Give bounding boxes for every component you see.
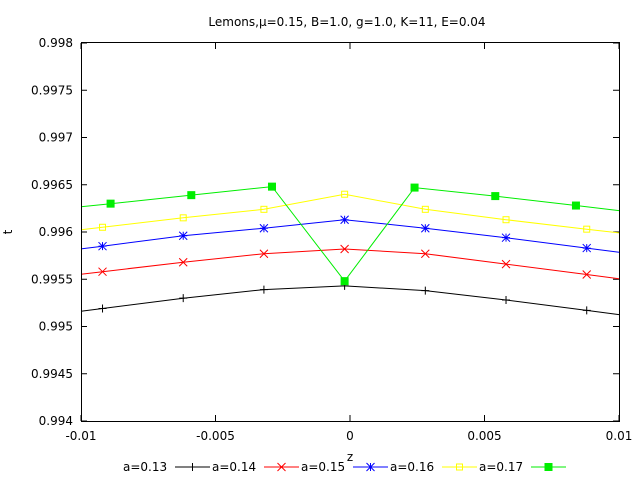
filled-square-marker (187, 191, 196, 200)
square-marker (421, 205, 429, 213)
series-markers (98, 182, 592, 315)
plus-marker (421, 286, 430, 295)
plus-marker (502, 296, 511, 305)
x-marker (582, 270, 592, 279)
filled-square-marker (544, 463, 553, 471)
x-marker (501, 259, 511, 269)
y-tick-label: 0.996 (39, 225, 73, 239)
y-tick-label: 0.9945 (31, 367, 73, 381)
x-tick-label: -0.005 (196, 429, 235, 443)
filled-square-marker (410, 183, 419, 192)
star-marker (178, 231, 188, 241)
plot-frame (81, 42, 620, 422)
legend-label: a=0.16 (390, 460, 434, 474)
star-marker (259, 223, 269, 233)
y-tick-label: 0.9975 (31, 83, 73, 97)
x-marker (340, 244, 349, 254)
x-marker (98, 267, 107, 277)
plus-marker (179, 294, 188, 303)
star-marker (366, 462, 375, 472)
square-marker (179, 214, 187, 222)
chart-title: Lemons,μ=0.15, B=1.0, g=1.0, K=11, E=0.0… (208, 15, 485, 29)
y-tick-label: 0.9955 (31, 272, 73, 286)
x-axis: -0.01 -0.005 0 0.005 0.01 (65, 43, 632, 443)
x-axis-label: z (347, 450, 353, 464)
series-line (80, 193, 620, 234)
filled-square-marker (340, 277, 349, 286)
x-tick-label: 0.01 (606, 429, 633, 443)
y-axis-label: t (1, 229, 15, 234)
star-marker (340, 215, 349, 225)
series-lines (80, 186, 620, 316)
filled-square-marker (571, 201, 580, 210)
legend-label: a=0.17 (479, 460, 523, 474)
y-tick-label: 0.995 (39, 320, 73, 334)
series-line (80, 285, 620, 316)
plus-marker (259, 285, 268, 294)
legend-label: a=0.14 (212, 460, 256, 474)
y-tick-label: 0.998 (39, 36, 73, 50)
plus-marker (188, 463, 197, 471)
legend-label: a=0.13 (123, 460, 167, 474)
filled-square-marker (491, 192, 500, 201)
legend: a=0.13 a=0.14 a=0.15 a=0.16 a=0.17 (123, 460, 566, 474)
y-tick-label: 0.997 (39, 131, 73, 145)
plus-marker (98, 304, 107, 313)
legend-label: a=0.15 (301, 460, 345, 474)
x-tick-label: -0.01 (65, 429, 96, 443)
square-marker (99, 223, 107, 231)
square-marker (456, 463, 463, 471)
y-axis: 0.994 0.9945 0.995 0.9955 0.996 0.9965 0.997 0.… (31, 36, 619, 428)
star-marker (420, 223, 430, 233)
x-tick-label: 0.005 (467, 429, 501, 443)
square-marker (502, 216, 510, 224)
filled-square-marker (267, 182, 276, 191)
star-marker (98, 241, 107, 251)
square-marker (260, 205, 268, 213)
square-marker (341, 190, 349, 198)
series-line (80, 219, 620, 253)
x-marker (259, 249, 269, 259)
y-tick-label: 0.994 (39, 414, 73, 428)
filled-square-marker (106, 199, 115, 208)
x-marker (178, 257, 188, 267)
star-marker (501, 233, 511, 243)
square-marker (583, 225, 591, 233)
x-tick-label: 0 (346, 429, 354, 443)
plus-marker (582, 306, 591, 315)
x-marker (420, 249, 430, 259)
y-tick-label: 0.9965 (31, 178, 73, 192)
star-marker (582, 243, 592, 253)
x-marker (277, 462, 286, 472)
series-line (80, 186, 620, 282)
